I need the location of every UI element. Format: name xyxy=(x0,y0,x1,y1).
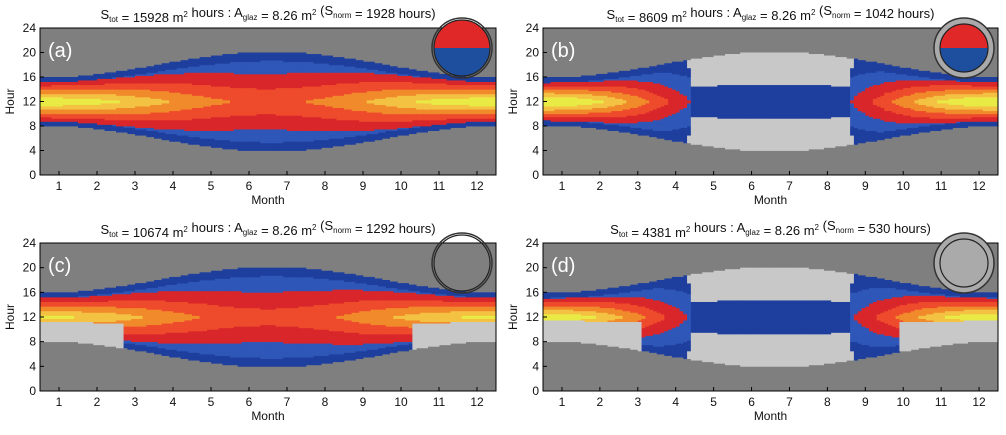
heatmap-cell xyxy=(82,75,86,77)
heatmap-cell xyxy=(124,71,128,73)
heatmap-cell xyxy=(192,59,196,61)
heatmap-cell xyxy=(59,77,63,79)
heatmap-cell xyxy=(139,68,143,70)
heatmap-cell xyxy=(120,71,124,73)
heatmap-cell xyxy=(116,71,120,73)
heatmap-cell xyxy=(48,77,52,79)
heatmap-cell xyxy=(70,77,74,79)
heatmap-cell xyxy=(74,77,78,79)
heatmap-cell xyxy=(101,74,105,76)
heatmap-cell xyxy=(184,60,188,62)
heatmap-cell xyxy=(169,62,173,64)
heatmap-cell xyxy=(44,77,48,79)
heatmap-cell xyxy=(146,66,150,68)
heatmap-cell xyxy=(162,63,166,65)
heatmap-cell xyxy=(173,62,177,64)
heatmap-cell xyxy=(89,75,93,77)
heatmap-cell xyxy=(86,75,90,77)
heatmap-cell xyxy=(63,77,67,79)
heatmap-cell xyxy=(97,74,101,76)
heatmap-cell xyxy=(177,62,181,64)
figure-canvas: 1 2 3 4 5 6 7 8 9 10 11 1204812162024MonthHourStot … xyxy=(0,0,1006,430)
heatmap-cell xyxy=(196,59,200,61)
heatmap-cell xyxy=(131,69,135,71)
heatmap-cell xyxy=(67,77,71,79)
heatmap-cell xyxy=(112,72,116,74)
heatmap-cell xyxy=(165,63,169,65)
heatmap-cell xyxy=(55,77,59,79)
heatmap-cell xyxy=(181,60,185,62)
heatmap-cell xyxy=(78,75,82,77)
heatmap-cell xyxy=(143,68,147,70)
heatmap-cell xyxy=(158,65,162,67)
chart-panel-1: 1 2 3 4 5 6 7 8 9 10 11 1204812162024MonthHourStot … xyxy=(3,3,496,207)
heatmap-cell xyxy=(154,65,158,67)
heatmap-cell xyxy=(105,72,109,74)
heatmap-cell xyxy=(93,74,97,76)
heatmap-cell xyxy=(51,77,55,79)
figure: 1 2 3 4 5 6 7 8 9 10 11 12 0 4 8 12 16 20 24 Month Hour Stot … xyxy=(0,0,1006,430)
heatmap-cell xyxy=(108,72,112,74)
heatmap-cell xyxy=(188,59,192,61)
heatmap-cell xyxy=(150,66,154,68)
heatmap-cell xyxy=(127,69,131,71)
heatmap-cell xyxy=(135,68,139,70)
heatmap-cell xyxy=(200,57,204,59)
